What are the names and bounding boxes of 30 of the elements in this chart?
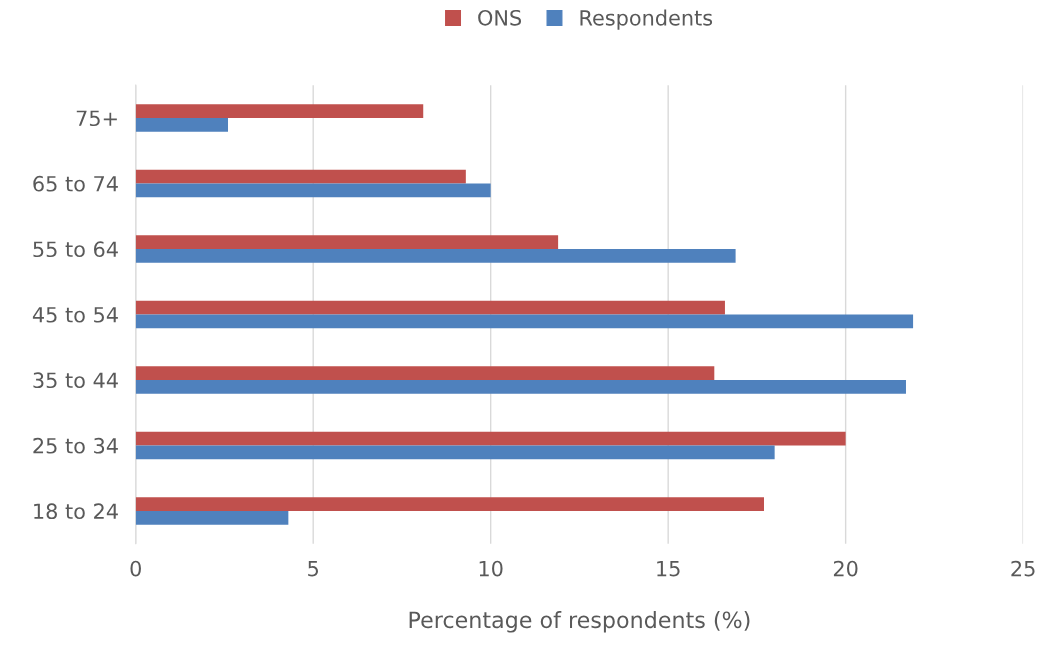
bar [135,431,846,446]
y-tick-label: 75+ [76,110,117,127]
y-tick-label: 65 to 74 [33,175,118,192]
bar [135,183,491,198]
bar [135,169,466,184]
legend-label: ONS [478,9,522,26]
bar [135,235,559,249]
bar [135,300,725,315]
y-tick-label: 55 to 64 [33,241,118,258]
bar [135,497,764,511]
bar [135,104,424,118]
x-tick-label: 10 [479,560,503,577]
x-axis-title: Percentage of respondents (%) [409,611,750,633]
bar [135,366,715,380]
x-tick-label: 15 [657,560,680,577]
y-tick-label: 35 to 44 [33,372,118,389]
y-tick-label: 25 to 34 [33,437,118,454]
bar [135,510,289,525]
y-tick-label: 45 to 54 [32,307,118,323]
bar [135,445,775,460]
bar [135,314,914,329]
x-tick-label: 0 [130,560,141,577]
bar [135,379,906,394]
bar [135,117,229,132]
y-tick-label: 18 to 24 [34,503,118,520]
legend-label: Respondents [580,9,713,30]
x-tick-label: 20 [833,560,858,577]
bar [135,248,736,263]
x-tick-label: 25 [1011,560,1035,577]
x-tick-label: 5 [308,560,319,577]
